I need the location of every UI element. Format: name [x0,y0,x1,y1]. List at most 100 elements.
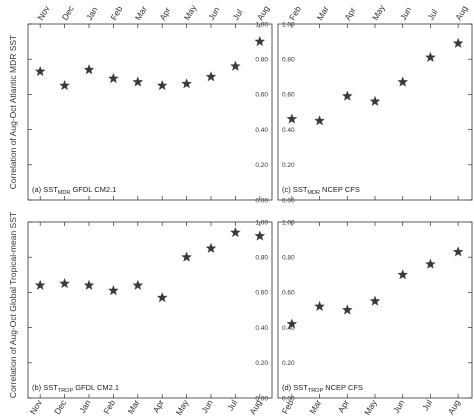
data-point-star [397,269,409,280]
data-point-star [397,76,409,87]
data-point-star [452,37,464,48]
x-tick-label: May [174,397,191,417]
data-point-star [181,251,192,262]
x-tick-label: Mar [126,398,142,416]
x-tick-label: May [370,2,387,22]
data-point-star [254,35,266,47]
data-point-star [286,113,298,124]
data-point-star [132,76,144,87]
panel-frame [277,221,473,399]
y-tick-label: 0.20 [282,360,295,367]
y-tick-label: 0.60 [255,92,268,99]
y-tick-label: 0.80 [282,57,295,64]
data-point-star [205,242,217,253]
x-tick-label: Jul [230,7,244,22]
data-point-star [230,226,241,238]
x-tick-label: Dec [60,3,77,22]
data-point-star [108,72,119,84]
y-tick-label: 0.20 [255,162,268,169]
x-tick-label: Jun [206,5,222,22]
x-tick-label: May [182,2,199,22]
y-tick-label: 0.20 [282,162,295,169]
y-tick-label: 0.40 [255,127,268,134]
data-point-star [254,230,266,241]
x-tick-label: Jul [225,398,239,413]
x-tick-label: Nov [28,397,45,416]
x-tick-label: Jul [420,398,434,413]
y-tick-label: 0.80 [255,255,268,262]
x-tick-label: Mar [133,4,149,22]
panel-frame [27,23,273,201]
y-tick-label: 1.00 [255,219,268,226]
panel-1: 0.00 0.20 0.40 0.60 0.80 1.00 Nov Dec Jan Feb Mar A… [27,2,273,204]
y-tick-label: 0.60 [282,290,295,297]
x-tick-label: Dec [52,397,69,416]
panel-frame [277,23,473,201]
data-point-star [425,51,436,62]
data-point-star [83,279,95,290]
y-tick-label: 0.40 [282,127,295,134]
x-tick-label: Jun [391,398,407,415]
data-point-star [230,60,241,71]
y-tick-label: 1.00 [282,21,295,28]
data-point-star [132,279,144,290]
panel-frame [27,221,273,399]
y-tick-label: 1.00 [282,219,295,226]
y-axis-label-bottom: Correlation of Aug-Oct Global Tropical-m… [8,212,18,398]
data-point-star [156,292,168,303]
data-point-star [156,79,168,91]
x-tick-label: Jan [84,5,100,22]
data-point-star [369,295,381,306]
x-tick-label: Apr [151,398,166,415]
y-tick-label: 0.00 [255,197,268,204]
data-point-star [34,279,46,290]
data-point-star [314,300,325,312]
data-point-star [341,304,353,315]
y-axis-label-top: Correlation of Aug-Oct Atlantic MDR SST [8,35,18,189]
x-tick-label: Feb [108,4,124,22]
x-tick-label: Feb [287,4,303,22]
data-point-star [425,258,436,269]
y-tick-label: 0.00 [255,395,268,402]
panel-label: (d) SSTTROP NCEP CFS [282,383,363,394]
x-tick-label: Mar [315,4,331,22]
x-tick-label: Nov [35,3,52,22]
x-tick-label: Jun [398,5,414,22]
x-tick-label: Apr [157,5,172,22]
x-tick-label: Apr [342,5,357,22]
x-tick-label: May [362,397,379,417]
y-tick-label: 0.60 [282,92,295,99]
x-tick-label: Mar [307,398,323,416]
data-point-star [181,78,192,89]
panel-label: (b) SSTTROP GFDL CM2.1 [32,383,119,394]
panel-label: (a) SSTMDR GFDL CM2.1 [32,185,116,196]
data-point-star [286,318,298,329]
data-point-star [314,115,325,126]
y-tick-label: 0.80 [282,255,295,262]
data-point-star [59,277,70,289]
x-tick-label: Apr [336,398,351,415]
data-point-star [59,79,70,91]
x-tick-label: Jul [426,7,440,22]
y-tick-label: 0.00 [282,395,295,402]
panel-3: 0.00 0.20 0.40 0.60 0.80 1.00 Nov Dec Jan Feb Mar A… [27,219,273,417]
data-point-star [369,95,381,106]
y-tick-label: 0.00 [282,197,295,204]
panel-label: (c) SSTMDR NCEP CFS [282,185,360,196]
x-tick-label: Feb [101,398,117,416]
y-tick-label: 0.80 [255,57,268,64]
data-point-star [205,71,217,82]
y-tick-label: 0.40 [282,325,295,332]
y-tick-label: 0.40 [255,325,268,332]
x-tick-label: Aug [446,398,462,416]
data-point-star [341,90,353,101]
x-tick-label: Aug [255,4,271,22]
x-tick-label: Aug [453,4,469,22]
x-tick-label: Jan [77,398,93,415]
y-tick-label: 1.00 [255,21,268,28]
x-tick-label: Jun [199,398,215,415]
y-tick-label: 0.20 [255,360,268,367]
